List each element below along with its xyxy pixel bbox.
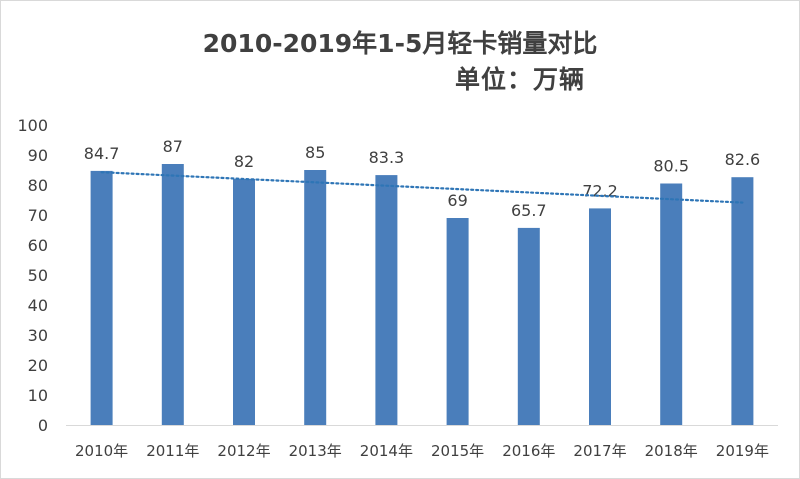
- y-tick-label: 10: [28, 386, 48, 405]
- y-tick-label: 80: [28, 176, 48, 195]
- y-tick-label: 70: [28, 206, 48, 225]
- y-tick-label: 20: [28, 356, 48, 375]
- x-tick-label: 2015年: [431, 442, 484, 460]
- x-tick-label: 2018年: [645, 442, 698, 460]
- bar: [446, 218, 469, 425]
- x-tick-label: 2011年: [146, 442, 199, 460]
- data-label: 82: [234, 152, 254, 171]
- x-tick-label: 2014年: [360, 442, 413, 460]
- bar: [517, 227, 540, 425]
- x-axis: 2010年 2011年 2012年 2013年 2014年 2015年 2016年 2017年…: [66, 425, 778, 460]
- x-tick-label: 2010年: [75, 442, 128, 460]
- data-labels: 84.7 87 82 85 83.3 69 65.7 72.2 80.5 82.6: [84, 137, 760, 220]
- trendline: [100, 171, 744, 204]
- chart-subtitle: 单位：万辆: [455, 65, 586, 94]
- bar: [660, 183, 683, 425]
- chart-title: 2010-2019年1-5月轻卡销量对比: [202, 29, 598, 58]
- x-tick-label: 2012年: [217, 442, 270, 460]
- bar: [233, 179, 255, 425]
- bar: [589, 208, 611, 425]
- y-tick-label: 40: [28, 296, 48, 315]
- y-tick-label: 30: [28, 326, 48, 345]
- y-tick-label: 50: [28, 266, 48, 285]
- bar: [161, 164, 184, 425]
- bar: [304, 170, 327, 425]
- bar: [731, 177, 754, 425]
- data-label: 83.3: [369, 148, 405, 167]
- data-label: 80.5: [653, 157, 689, 176]
- data-label: 84.7: [84, 144, 120, 163]
- trendline-path: [100, 171, 744, 204]
- data-label: 87: [163, 137, 183, 156]
- x-tick-label: 2019年: [716, 442, 769, 460]
- y-tick-label: 90: [28, 146, 48, 165]
- x-tick-label: 2017年: [573, 442, 626, 460]
- x-tick-label: 2016年: [502, 442, 555, 460]
- bar-series: [90, 164, 754, 425]
- bar: [375, 175, 398, 425]
- y-tick-label: 100: [17, 116, 48, 135]
- x-tick-label: 2013年: [289, 442, 342, 460]
- data-label: 69: [447, 191, 467, 210]
- y-tick-label: 0: [38, 416, 48, 435]
- y-axis: 0 10 20 30 40 50 60 70 80 90 100: [17, 116, 48, 435]
- y-tick-label: 60: [28, 236, 48, 255]
- data-label: 82.6: [725, 150, 761, 169]
- data-label: 72.2: [582, 181, 618, 200]
- bar: [90, 170, 113, 425]
- data-label: 65.7: [511, 201, 547, 220]
- data-label: 85: [305, 143, 325, 162]
